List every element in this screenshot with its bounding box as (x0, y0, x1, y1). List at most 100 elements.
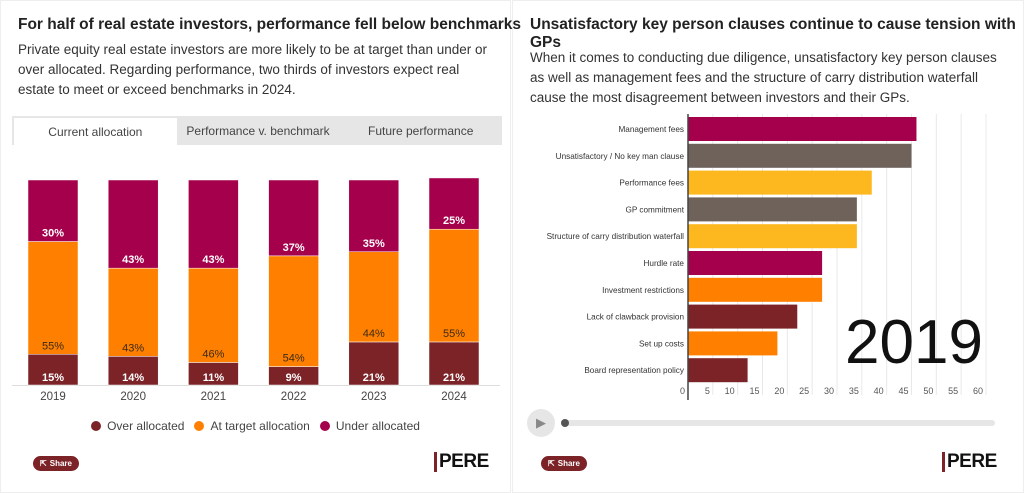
x-tick-label: 50 (923, 386, 933, 396)
bar-segment-over-allocated[interactable] (348, 341, 400, 386)
y-category-label: Structure of carry distribution waterfal… (547, 232, 685, 241)
data-label: 21% (363, 372, 385, 384)
data-label: 14% (122, 372, 144, 384)
horizontal-bar-chart: 0 5 10 15 20 25 30 35 40 45 50 55 60 Management fees U… (547, 114, 987, 400)
share-icon: ⇱ (40, 459, 47, 468)
x-tick-label: 35 (849, 386, 859, 396)
share-label: Share (557, 459, 580, 468)
x-tick-label: 2023 (361, 391, 387, 403)
y-category-label: Board representation policy (584, 366, 685, 375)
bar-segment-at-target-allocation[interactable] (107, 267, 159, 357)
legend-item-under[interactable]: Under allocated (319, 419, 420, 433)
bar-segment-at-target-allocation[interactable] (428, 228, 480, 343)
y-category-label: Management fees (618, 125, 684, 134)
data-label: 35% (363, 238, 385, 250)
y-category-label: Lack of clawback provision (587, 313, 685, 322)
legend-label: Over allocated (107, 419, 185, 433)
x-tick-label: 55 (948, 386, 958, 396)
right-description: When it comes to conducting due diligenc… (530, 50, 997, 105)
data-label: 25% (443, 215, 465, 227)
data-label: 37% (283, 242, 305, 254)
x-tick-label: 0 (680, 386, 685, 396)
x-tick-label: 20 (774, 386, 784, 396)
bar-segment-at-target-allocation[interactable] (268, 255, 319, 367)
tab-future-performance[interactable]: Future performance (367, 123, 474, 138)
legend-dot-icon (194, 421, 205, 431)
share-button[interactable]: ⇱ Share (33, 456, 79, 471)
bar-segment-at-target-allocation[interactable] (348, 251, 400, 343)
share-button-right[interactable]: ⇱ Share (541, 456, 587, 471)
x-tick-label: 10 (725, 386, 735, 396)
data-label: 55% (443, 328, 465, 340)
x-tick-label: 40 (874, 386, 884, 396)
data-label: 30% (42, 228, 64, 240)
data-label: 46% (202, 348, 224, 360)
timeline-slider[interactable] (562, 420, 995, 426)
legend-label: At target allocation (210, 419, 310, 433)
bar-segment-under-allocated[interactable] (188, 179, 239, 269)
tab-performance-v-benchmark[interactable]: Performance v. benchmark (186, 123, 330, 138)
x-tick-label: 25 (799, 386, 809, 396)
bar-segment-under-allocated[interactable] (428, 177, 480, 230)
x-tick-label: 60 (973, 386, 983, 396)
legend-label: Under allocated (335, 419, 420, 433)
bar[interactable] (688, 251, 823, 275)
bar-segment-under-allocated[interactable] (27, 179, 79, 242)
x-tick-label: 15 (749, 386, 759, 396)
bar[interactable] (688, 358, 748, 383)
y-category-label: GP commitment (625, 205, 684, 214)
left-description: Private equity real estate investors are… (18, 42, 487, 97)
year-label: 2019 (845, 308, 983, 377)
tab-current-allocation[interactable]: Current allocation (14, 118, 177, 145)
data-label: 55% (42, 340, 64, 352)
bar[interactable] (688, 224, 857, 249)
data-label: 43% (202, 254, 224, 266)
bar[interactable] (688, 304, 798, 329)
tab-bar: Current allocation Performance v. benchm… (12, 116, 502, 145)
y-category-label: Hurdle rate (643, 259, 684, 268)
bar[interactable] (688, 277, 823, 302)
data-label: 15% (42, 372, 64, 384)
bar[interactable] (688, 117, 917, 141)
play-button[interactable]: ▶ (527, 409, 555, 437)
legend-item-over[interactable]: Over allocated (91, 419, 184, 433)
y-category-label: Performance fees (619, 179, 684, 188)
bar-segment-at-target-allocation[interactable] (188, 267, 239, 363)
x-tick-label: 2024 (441, 391, 467, 403)
bar[interactable] (688, 170, 872, 195)
y-category-label: Set up costs (639, 339, 684, 348)
data-label: 43% (122, 254, 144, 266)
left-title: For half of real estate investors, perfo… (18, 16, 522, 33)
x-tick-label: 2020 (120, 391, 146, 403)
x-tick-label: 2021 (201, 391, 227, 403)
bar-segment-over-allocated[interactable] (27, 354, 79, 386)
x-tick-label: 30 (824, 386, 834, 396)
data-label: 9% (286, 372, 302, 384)
right-title: Unsatisfactory key person clauses contin… (530, 16, 1016, 51)
bar[interactable] (688, 331, 778, 356)
data-label: 11% (203, 372, 225, 384)
y-category-label: Unsatisfactory / No key man clause (556, 152, 685, 161)
legend-dot-icon (319, 421, 330, 431)
legend-item-target[interactable]: At target allocation (194, 419, 310, 433)
bar-segment-over-allocated[interactable] (107, 356, 159, 386)
x-tick-label: 5 (705, 386, 710, 396)
stacked-bar-chart: 15% 55% 30% 2019 14% 43% 43% 2020 11% 46% 43% 2021 9… (12, 177, 500, 403)
bar-segment-under-allocated[interactable] (348, 179, 400, 252)
bar-segment-under-allocated[interactable] (107, 179, 159, 269)
pere-logo-right: PERE (942, 452, 997, 472)
legend-dot-icon (91, 421, 102, 431)
bar[interactable] (688, 197, 857, 222)
bar-segment-over-allocated[interactable] (428, 341, 480, 386)
bar[interactable] (688, 143, 912, 168)
data-label: 21% (443, 372, 465, 384)
share-icon: ⇱ (548, 459, 555, 468)
data-label: 44% (363, 328, 385, 340)
bar-segment-under-allocated[interactable] (268, 179, 319, 257)
bar-segment-at-target-allocation[interactable] (27, 241, 79, 355)
pere-logo: PERE (434, 452, 489, 472)
x-tick-label: 45 (898, 386, 908, 396)
x-tick-label: 2019 (40, 391, 66, 403)
timeline-handle[interactable] (561, 419, 569, 427)
x-tick-label: 2022 (281, 391, 307, 403)
